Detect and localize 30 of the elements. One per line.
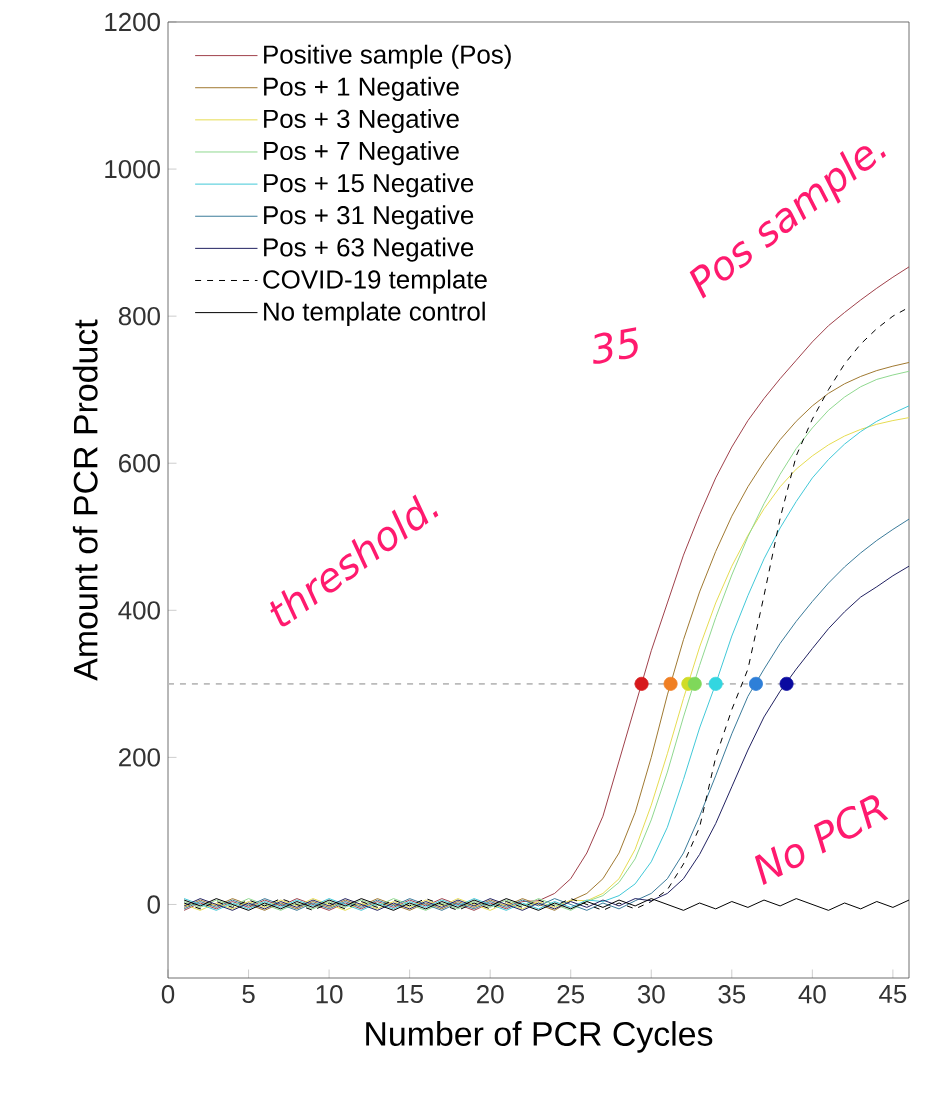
y-tick-label: 0 (147, 895, 160, 914)
x-tick-label: 20 (477, 985, 504, 1004)
x-tick-label: 45 (879, 985, 907, 1004)
x-tick-label: 0 (161, 985, 175, 1004)
x-tick-label: 25 (557, 985, 585, 1004)
y-tick-label: 200 (119, 748, 160, 767)
x-tick-label: 5 (242, 985, 255, 1004)
annotation: 35 (593, 327, 638, 364)
annotation: No PCR (754, 795, 889, 885)
legend-label: Positive sample (Pos) (264, 44, 511, 69)
x-tick-label: 35 (718, 985, 746, 1004)
y-tick-label: 600 (119, 454, 160, 473)
legend-label: No template control (264, 301, 485, 326)
x-tick-label: 40 (798, 985, 826, 1004)
y-tick-label: 1000 (105, 159, 160, 179)
x-axis-title: Number of PCR Cycles (366, 1021, 713, 1053)
legend-label: Pos + 63 Negative (264, 237, 474, 262)
y-axis-title: Amount of PCR Product (72, 319, 98, 681)
x-tick-label: 30 (637, 985, 665, 1004)
legend-label: COVID-19 template (263, 269, 487, 294)
legend-label: Pos + 31 Negative (264, 205, 474, 230)
legend-label: Pos + 7 Negative (264, 141, 459, 166)
x-tick-label: 10 (316, 985, 343, 1004)
y-tick-label: 1200 (105, 12, 160, 32)
y-tick-label: 400 (118, 601, 160, 620)
x-tick-label: 15 (397, 985, 423, 1004)
legend-label: Pos + 3 Negative (264, 108, 459, 134)
y-tick-label: 800 (118, 306, 160, 326)
legend-label: Pos + 15 Negative (264, 173, 474, 198)
legend-label: Pos + 1 Negative (264, 76, 459, 101)
